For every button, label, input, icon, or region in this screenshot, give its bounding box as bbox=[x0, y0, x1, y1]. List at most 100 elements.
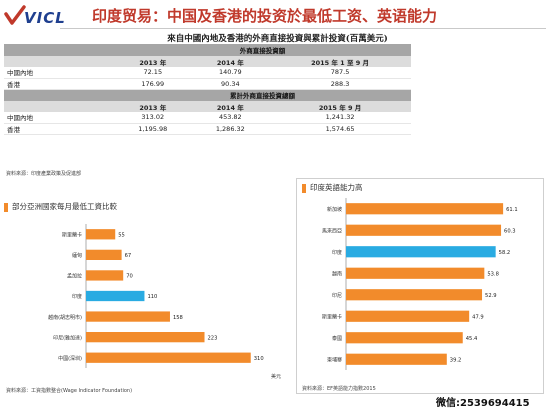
logo-check-icon bbox=[4, 5, 26, 25]
value-label: 39.2 bbox=[450, 357, 462, 363]
english-chart-title-text: 印度英語能力高 bbox=[310, 183, 363, 192]
wage-chart-title: 部分亞洲國家每月最低工資比較 bbox=[4, 201, 117, 212]
section-title: 外商直接投資額 bbox=[114, 44, 411, 56]
bar-3 bbox=[346, 267, 485, 279]
table-year-row: 2013 年 2014 年 2015 年 1 至 9 月 bbox=[4, 56, 411, 67]
year-header: 2015 年 1 至 9 月 bbox=[269, 56, 411, 67]
bar-1 bbox=[86, 249, 122, 260]
value-label: 55 bbox=[118, 232, 125, 238]
category-label: 泰國 bbox=[332, 335, 342, 342]
category-label: 緬甸 bbox=[72, 252, 82, 259]
wechat-contact: 微信:2539694415 bbox=[436, 398, 530, 409]
bar-4 bbox=[86, 311, 170, 322]
value-label: 52.9 bbox=[485, 293, 497, 299]
english-chart-title: 印度英語能力高 bbox=[302, 182, 363, 193]
table-row: 中國內地 313.02 453.82 1,241.32 bbox=[4, 112, 411, 124]
logo-text: VICL bbox=[24, 9, 66, 27]
wage-chart-source: 資料來源：工資指數整合(Wage Indicator Foundation) bbox=[6, 388, 133, 394]
bar-1 bbox=[346, 224, 502, 236]
category-label: 馬來西亞 bbox=[322, 227, 342, 234]
value-label: 67 bbox=[125, 253, 132, 259]
row-label: 中國內地 bbox=[4, 112, 114, 124]
table-cell: 787.5 bbox=[269, 67, 411, 79]
category-label: 越南 bbox=[332, 270, 342, 277]
table-cell: 453.82 bbox=[191, 112, 270, 124]
bar-2 bbox=[86, 270, 124, 281]
table-cell: 1,195.98 bbox=[114, 123, 192, 135]
table-row: 中國內地 72.15 140.79 787.5 bbox=[4, 67, 411, 79]
year-header: 2014 年 bbox=[191, 56, 270, 67]
category-label: 斯里蘭卡 bbox=[62, 231, 82, 238]
value-label: 70 bbox=[126, 274, 133, 280]
row-label: 中國內地 bbox=[4, 67, 114, 79]
english-chart-frame bbox=[296, 178, 544, 394]
table-row: 香港 176.99 90.34 288.3 bbox=[4, 78, 411, 90]
category-label: 柬埔寨 bbox=[327, 356, 342, 363]
bar-5 bbox=[86, 332, 205, 343]
category-label: 斯里蘭卡 bbox=[322, 313, 342, 320]
table-section-header: 累計外商直接投資總額 bbox=[4, 89, 411, 101]
bar-7 bbox=[346, 353, 447, 365]
table-cell: 72.15 bbox=[114, 67, 192, 79]
investment-table: 外商直接投資額 2013 年 2014 年 2015 年 1 至 9 月 中國內… bbox=[4, 44, 411, 135]
bar-3 bbox=[86, 290, 145, 302]
bar-2 bbox=[346, 246, 496, 258]
bar-6 bbox=[86, 352, 251, 363]
category-label: 印尼 bbox=[332, 292, 342, 299]
value-label: 60.3 bbox=[504, 228, 516, 234]
table-cell: 1,286.32 bbox=[191, 123, 270, 135]
title-marker bbox=[4, 202, 8, 212]
x-axis-unit-label: 美元 bbox=[271, 373, 281, 380]
value-label: 45.4 bbox=[466, 336, 478, 342]
row-label: 香港 bbox=[4, 78, 114, 90]
bar-0 bbox=[86, 229, 116, 240]
bar-0 bbox=[346, 203, 504, 215]
table-cell: 1,574.65 bbox=[269, 123, 411, 135]
table-cell: 288.3 bbox=[269, 78, 411, 90]
year-header: 2014 年 bbox=[191, 101, 270, 112]
title-divider bbox=[60, 28, 546, 29]
row-label: 香港 bbox=[4, 123, 114, 135]
title-marker bbox=[302, 183, 306, 193]
table-cell: 140.79 bbox=[191, 67, 270, 79]
page-title: 印度贸易：中国及香港的投资於最低工资、英语能力 bbox=[92, 7, 438, 25]
value-label: 61.1 bbox=[506, 207, 518, 213]
category-label: 印尼(雅加達) bbox=[53, 334, 82, 341]
year-header: 2015 年 9 月 bbox=[269, 101, 411, 112]
wage-bar-chart: 斯里蘭卡 55 緬甸 67 孟加拉 70 印度 110 越南(胡志明市) 158 印尼(雅加達) 22… bbox=[48, 224, 281, 380]
category-label: 印度 bbox=[72, 293, 82, 300]
category-label: 新加坡 bbox=[327, 206, 342, 213]
table-section-header: 外商直接投資額 bbox=[4, 44, 411, 56]
value-label: 58.2 bbox=[499, 250, 511, 256]
bar-5 bbox=[346, 310, 470, 322]
table-cell: 1,241.32 bbox=[269, 112, 411, 124]
bar-4 bbox=[346, 289, 483, 301]
value-label: 158 bbox=[173, 315, 183, 321]
value-label: 110 bbox=[147, 294, 157, 300]
category-label: 中國(深圳) bbox=[58, 355, 82, 362]
english-chart-source: 資料來源：EF英語能力指數2015 bbox=[302, 386, 376, 392]
section-title: 累計外商直接投資總額 bbox=[114, 89, 411, 101]
table-cell: 313.02 bbox=[114, 112, 192, 124]
table-source: 資料來源：印度產業政策及促進部 bbox=[6, 171, 82, 177]
value-label: 47.9 bbox=[472, 314, 484, 320]
category-label: 印度 bbox=[332, 249, 342, 256]
table-cell: 90.34 bbox=[191, 78, 270, 90]
company-logo: VICL bbox=[4, 4, 66, 28]
table-cell: 176.99 bbox=[114, 78, 192, 90]
section-spacer bbox=[4, 89, 114, 101]
table-year-row: 2013 年 2014 年 2015 年 9 月 bbox=[4, 101, 411, 112]
value-label: 310 bbox=[254, 356, 264, 362]
bar-6 bbox=[346, 332, 463, 344]
table-caption: 來自中國內地及香港的外商直接投資與累計投資(百萬美元) bbox=[167, 34, 388, 44]
year-header: 2013 年 bbox=[114, 56, 192, 67]
category-label: 越南(胡志明市) bbox=[48, 314, 82, 321]
english-bar-chart: 新加坡 61.1 馬來西亞 60.3 印度 58.2 越南 53.8 印尼 52.9 斯里蘭卡 47.… bbox=[322, 198, 518, 370]
section-spacer bbox=[4, 44, 114, 56]
wage-chart-title-text: 部分亞洲國家每月最低工資比較 bbox=[12, 202, 117, 211]
year-header: 2013 年 bbox=[114, 101, 192, 112]
category-label: 孟加拉 bbox=[67, 273, 82, 280]
value-label: 53.8 bbox=[487, 271, 499, 277]
table-row: 香港 1,195.98 1,286.32 1,574.65 bbox=[4, 123, 411, 135]
value-label: 223 bbox=[208, 335, 218, 341]
